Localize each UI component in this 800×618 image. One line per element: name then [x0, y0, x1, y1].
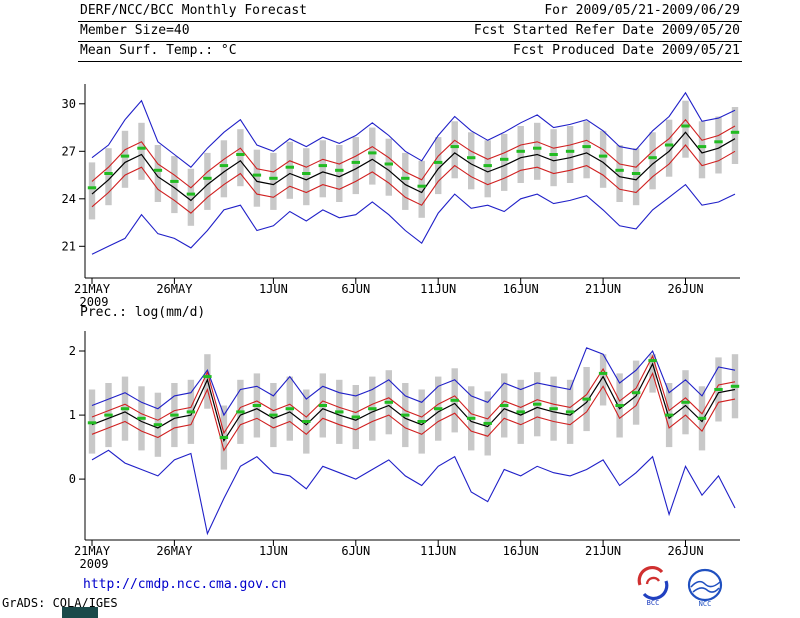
- x-tick-label: 11JUN: [420, 282, 456, 296]
- series-ensemble-mean: [91, 131, 736, 202]
- forecast-period: For 2009/05/21-2009/06/29: [544, 3, 740, 18]
- x-tick-label: 6JUN: [341, 282, 370, 296]
- y-tick-label: 2: [69, 344, 76, 358]
- precipitation-log-spread-bars: [88, 354, 739, 470]
- bcc-logo: BCC: [637, 565, 669, 607]
- x-tick-label: 21MAY: [74, 544, 111, 558]
- refer-date-label: Fcst Started Refer Date 2009/05/20: [473, 23, 740, 38]
- x-tick-label: 16JUN: [503, 544, 539, 558]
- y-tick-label: 0: [69, 472, 76, 486]
- produced-date-label: Fcst Produced Date 2009/05/21: [513, 43, 740, 58]
- mean-surface-temperature-panel: 21 24 27 30 21MAY 26MAY 1JUN 6JUN 11JUN 16JUN 21JU…: [62, 84, 740, 309]
- header-row-3: Mean Surf. Temp.: °C Fcst Produced Date …: [78, 42, 742, 62]
- x-tick-label: 26MAY: [156, 544, 193, 558]
- x-tick-label: 26MAY: [156, 282, 193, 296]
- series-ensemble-max: [91, 91, 736, 168]
- series-ensemble-min: [91, 449, 736, 536]
- series-upper-quartile: [91, 118, 736, 189]
- mean-surface-temperature-spread-bars: [88, 100, 739, 226]
- y-tick-label: 1: [69, 408, 76, 422]
- series-ensemble-min: [91, 183, 736, 255]
- x-tick-label: 11JUN: [420, 544, 456, 558]
- x-tick-label: 21JUN: [585, 282, 621, 296]
- y-tick-label: 30: [62, 97, 76, 111]
- series-ensemble-max: [91, 347, 736, 417]
- bcc-logo-label: BCC: [647, 599, 660, 607]
- series-lower-quartile: [91, 371, 736, 452]
- y-tick-label: 27: [62, 144, 76, 158]
- series-lower-quartile: [91, 144, 736, 214]
- x-tick-label: 16JUN: [503, 282, 539, 296]
- member-size-label: Member Size=40: [80, 23, 190, 38]
- header-row-1: DERF/NCC/BCC Monthly Forecast For 2009/0…: [78, 0, 742, 22]
- ncc-logo-label: NCC: [699, 600, 712, 608]
- header-row-2: Member Size=40 Fcst Started Refer Date 2…: [78, 22, 742, 42]
- mean-surface-temperature-ensemble-median-dashes: [87, 124, 740, 196]
- grads-credit: GrADS: COLA/IGES: [2, 596, 118, 610]
- x-tick-label: 26JUN: [667, 544, 703, 558]
- precip-panel-title: Prec.: log(mm/d): [80, 305, 206, 320]
- chart-title: DERF/NCC/BCC Monthly Forecast: [80, 3, 307, 18]
- precipitation-log-panel: 0 1 2 21MAY 26MAY 1JUN 6JUN 11JUN 16JUN 21JUN 26JU…: [69, 331, 740, 571]
- x-tick-label: 21MAY: [74, 282, 111, 296]
- x-tick-label: 6JUN: [341, 544, 370, 558]
- x-tick-label: 21JUN: [585, 544, 621, 558]
- x-axis-year-label: 2009: [80, 295, 109, 309]
- series-ensemble-mean: [91, 362, 736, 443]
- series-upper-quartile: [91, 354, 736, 435]
- x-axis-year-label: 2009: [80, 557, 109, 571]
- y-tick-label: 24: [62, 192, 76, 206]
- precipitation-log-ensemble-median-dashes: [87, 359, 740, 439]
- x-tick-label: 1JUN: [259, 544, 288, 558]
- x-tick-label: 26JUN: [667, 282, 703, 296]
- website-link[interactable]: http://cmdp.ncc.cma.gov.cn: [83, 577, 287, 592]
- taskbar-fragment: [62, 607, 98, 618]
- x-tick-label: 1JUN: [259, 282, 288, 296]
- ncc-logo: NCC: [687, 568, 723, 608]
- variable-label: Mean Surf. Temp.: °C: [80, 43, 237, 58]
- y-tick-label: 21: [62, 239, 76, 253]
